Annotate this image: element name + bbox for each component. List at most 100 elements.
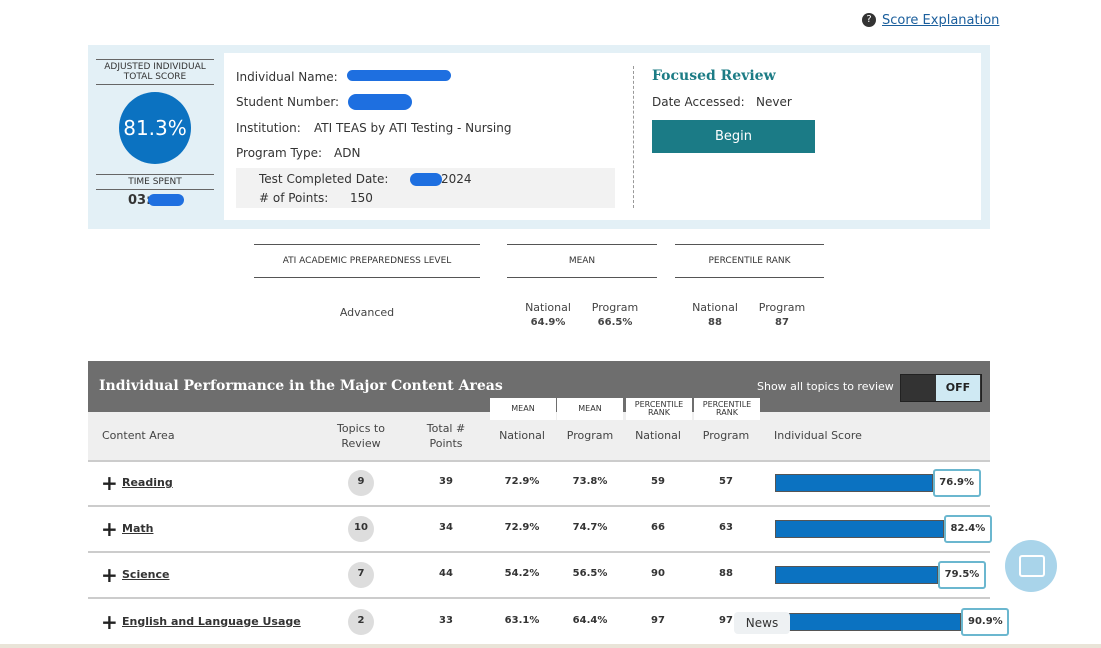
points: 150 — [350, 191, 373, 205]
level: Advanced — [339, 306, 395, 319]
program: ADN — [334, 146, 361, 160]
column-header: Program — [702, 429, 750, 442]
table-title: Individual Performance in the Major Cont… — [99, 378, 503, 394]
focused-review-title: Focused Review — [652, 68, 776, 84]
column-header: National — [635, 429, 681, 442]
expand-icon[interactable]: + — [101, 563, 118, 588]
rank-header: PERCENTILE RANK — [675, 244, 824, 278]
cell: 63 — [719, 522, 733, 534]
date: 2024 — [441, 172, 472, 186]
toggle-state[interactable]: OFF — [936, 375, 980, 401]
national-label: National — [525, 301, 571, 314]
cell: 54.2% — [504, 568, 540, 580]
column-header: National — [499, 429, 545, 442]
group-header: PERCENTILE RANK — [694, 398, 760, 420]
content-area-link[interactable]: Science — [122, 568, 170, 582]
time-spent: 03: — [128, 193, 152, 208]
topics-badge — [348, 562, 374, 589]
cell: 57 — [719, 476, 733, 487]
program-label: Program — [758, 301, 806, 314]
column-header: Total # Points — [426, 422, 466, 450]
rank-national: 88 — [708, 317, 722, 328]
topics-badge — [348, 608, 374, 635]
score-label: 90.9% — [961, 607, 1010, 636]
begin-button[interactable]: Begin — [652, 120, 815, 153]
column-header: Program — [566, 429, 614, 442]
cell: 97 — [719, 614, 733, 626]
level-header: ATI ACADEMIC PREPAREDNESS LEVEL — [254, 244, 480, 278]
column-header: Individual Score — [774, 429, 862, 442]
content-area-link[interactable]: Math — [122, 522, 154, 536]
content-area-link[interactable]: English and Language Usage — [122, 614, 301, 628]
row-separator — [88, 505, 990, 507]
accessed: Never — [756, 95, 792, 109]
institution-label: Institution: — [236, 121, 301, 135]
chat-icon — [1019, 555, 1045, 577]
cell: 90 — [651, 568, 665, 580]
score-bar — [775, 474, 933, 492]
score-title: ADJUSTED INDIVIDUAL TOTAL SCORE — [96, 59, 214, 85]
score-label: 79.5% — [937, 561, 986, 590]
column-header: Content Area — [102, 429, 175, 442]
cell: 44 — [439, 568, 453, 580]
cell: 59 — [651, 476, 665, 487]
rank-program: 87 — [775, 317, 789, 328]
content-area-link[interactable]: Reading — [122, 476, 173, 489]
cell: 66 — [651, 522, 665, 534]
expand-icon[interactable]: + — [101, 609, 118, 634]
cell: 72.9% — [504, 522, 540, 534]
news-tooltip: News — [734, 612, 790, 634]
cell: 88 — [719, 568, 733, 580]
cell: 56.5% — [572, 568, 608, 580]
cell: 33 — [439, 614, 453, 626]
student-label: Student Number: — [236, 95, 340, 109]
group-header: MEAN — [490, 398, 556, 420]
topics-badge — [348, 470, 374, 496]
date-label: Test Completed Date: — [259, 172, 389, 186]
cell: 39 — [439, 476, 453, 487]
topics-badge — [348, 516, 374, 543]
total-score: 81.3% — [119, 92, 191, 164]
column-header: Topics to Review — [337, 422, 385, 450]
score-explanation-link[interactable]: Score Explanation — [882, 13, 1000, 28]
mean-header: MEAN — [507, 244, 657, 278]
national-label: National — [692, 301, 738, 314]
points-label: # of Points: — [259, 191, 329, 205]
redaction — [348, 94, 412, 110]
cell: 10 — [354, 522, 368, 534]
cell: 2 — [357, 614, 365, 626]
program-label: Program Type: — [236, 146, 323, 160]
cell: 34 — [439, 522, 453, 534]
chat-button[interactable] — [1005, 540, 1057, 592]
expand-icon[interactable]: + — [101, 471, 118, 495]
score-bar — [775, 612, 962, 631]
cell: 97 — [651, 614, 665, 626]
expand-icon[interactable]: + — [101, 517, 118, 542]
help-icon: ? — [862, 13, 876, 27]
cell: 63.1% — [504, 614, 540, 626]
cell: 64.4% — [572, 614, 608, 626]
time-label: TIME SPENT — [96, 174, 214, 190]
divider — [633, 66, 634, 208]
group-header: PERCENTILE RANK — [626, 398, 692, 420]
accessed-label: Date Accessed: — [652, 95, 745, 109]
score-bar — [775, 520, 944, 539]
name-label: Individual Name: — [236, 70, 338, 84]
redaction — [347, 70, 451, 81]
row-separator — [88, 597, 990, 600]
row-separator — [88, 551, 990, 554]
redaction — [410, 173, 442, 186]
group-header: MEAN — [557, 398, 623, 420]
institution: ATI TEAS by ATI Testing - Nursing — [314, 121, 512, 135]
score-label: 82.4% — [943, 515, 992, 544]
column-header-row — [88, 412, 990, 462]
cell: 9 — [357, 476, 365, 487]
redaction — [148, 194, 184, 206]
cell: 74.7% — [572, 522, 608, 534]
footer-edge — [0, 644, 1101, 648]
program-label: Program — [591, 301, 639, 314]
mean-national: 64.9% — [530, 317, 566, 328]
toggle-label: Show all topics to review — [757, 380, 894, 393]
score-bar — [775, 566, 938, 585]
